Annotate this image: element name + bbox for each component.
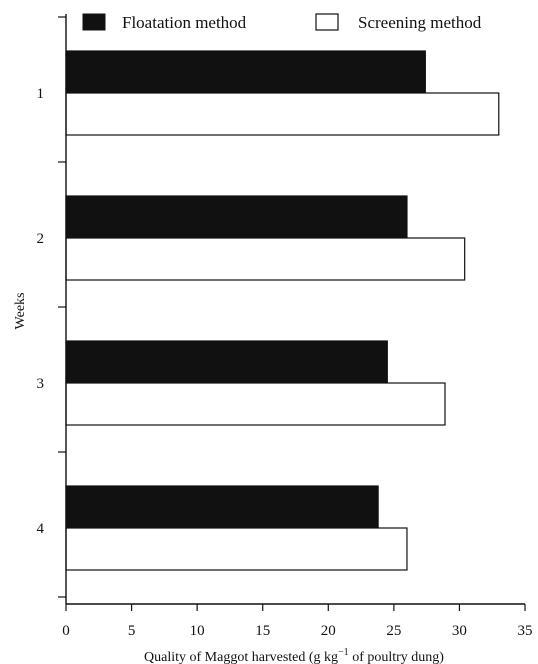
y-axis-label: Weeks [13, 293, 28, 330]
y-tick-label-week-2: 2 [37, 231, 45, 247]
axes [65, 14, 525, 605]
x-axis-label: Quality of Maggot harvested (g kg−1 of p… [144, 647, 444, 664]
legend-swatch-floatation [82, 13, 106, 31]
bar-screening-week-3 [65, 382, 446, 426]
y-tick-label-week-1: 1 [37, 86, 45, 102]
x-axis-label-main: Quality of Maggot harvested (g kg [144, 650, 338, 664]
legend-label-floatation: Floatation method [122, 13, 247, 32]
x-tick-label: 20 [321, 623, 336, 639]
legend: Floatation method Screening method [82, 13, 482, 32]
x-axis-label-sup: −1 [338, 647, 349, 658]
bar-floatation-week-4 [65, 485, 379, 529]
x-tick-label: 35 [518, 623, 533, 639]
bar-screening-week-2 [65, 237, 466, 281]
legend-label-screening: Screening method [358, 13, 482, 32]
x-tick-label: 30 [452, 623, 467, 639]
bar-floatation-week-3 [65, 340, 388, 384]
legend-swatch-screening [315, 13, 339, 31]
x-axis-label-tail: of poultry dung) [349, 650, 445, 664]
bar-screening-week-4 [65, 527, 408, 571]
y-tick-label-week-3: 3 [37, 376, 45, 392]
bar-screening-week-1 [65, 92, 500, 136]
x-tick-label: 15 [255, 623, 270, 639]
bar-floatation-week-2 [65, 195, 408, 239]
x-tick-label: 5 [128, 623, 136, 639]
y-tick-label-week-4: 4 [37, 521, 45, 537]
x-tick-label: 25 [386, 623, 401, 639]
x-tick-label: 0 [62, 623, 70, 639]
bar-floatation-week-1 [65, 50, 426, 94]
x-tick-label: 10 [190, 623, 205, 639]
